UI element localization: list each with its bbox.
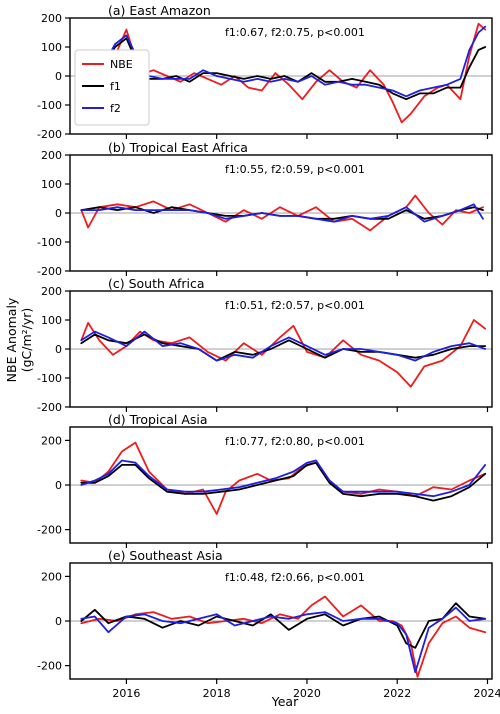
- panel-title: (a) East Amazon: [108, 3, 211, 18]
- y-tick-label: 200: [41, 434, 62, 447]
- y-tick-label: -100: [37, 99, 62, 112]
- panels-layer: -200 -100 0 100 200 (a) East Amazon f1:0.67, f…: [37, 3, 500, 700]
- legend: NBE f1 f2: [74, 49, 150, 126]
- panel-2: -200 -100 0 100 200 (b) Tropical East Africa f…: [37, 140, 493, 278]
- series-line-nbe: [80, 194, 484, 232]
- legend-label-nbe: NBE: [110, 58, 133, 71]
- panel-stats: f1:0.55, f2:0.59, p<0.001: [225, 163, 365, 176]
- y-tick-label: -200: [37, 265, 62, 278]
- panel-stats: f1:0.67, f2:0.75, p<0.001: [225, 26, 365, 39]
- y-tick-label: 0: [55, 343, 62, 356]
- panel-5: -200 0 200 2016 2018 2020 2022 2024 (e) Southeas…: [37, 548, 500, 700]
- x-tick-label: 2020: [293, 687, 321, 700]
- legend-label-f1: f1: [110, 80, 121, 93]
- x-tick-label: 2024: [473, 687, 500, 700]
- y-tick-label: -200: [37, 128, 62, 141]
- series-line-f1: [80, 461, 487, 502]
- panel-1: -200 -100 0 100 200 (a) East Amazon f1:0.67, f…: [37, 3, 493, 141]
- x-axis-label: Year: [271, 694, 299, 709]
- y-tick-label: 100: [41, 314, 62, 327]
- panel-title: (c) South Africa: [108, 276, 205, 291]
- panel-title: (d) Tropical Asia: [108, 412, 208, 427]
- legend-box: [74, 49, 150, 126]
- panel-stats: f1:0.77, f2:0.80, p<0.001: [225, 435, 365, 448]
- y-tick-label: 100: [41, 178, 62, 191]
- legend-label-f2: f2: [110, 102, 121, 115]
- y-tick-label: 200: [41, 570, 62, 583]
- y-tick-label: 0: [55, 207, 62, 220]
- y-tick-label: 200: [41, 149, 62, 162]
- y-tick-label: 0: [55, 70, 62, 83]
- y-tick-label: 0: [55, 479, 62, 492]
- series-line-nbe: [80, 319, 487, 388]
- y-tick-label: 200: [41, 285, 62, 298]
- panel-title: (e) Southeast Asia: [108, 548, 223, 563]
- panel-stats: f1:0.51, f2:0.57, p<0.001: [225, 299, 365, 312]
- series-line-f2: [80, 330, 487, 362]
- panel-title: (b) Tropical East Africa: [108, 140, 248, 155]
- y-tick-label: 0: [55, 615, 62, 628]
- y-tick-label: -100: [37, 236, 62, 249]
- series-line-f2: [80, 203, 484, 223]
- y-tick-label: 200: [41, 12, 62, 25]
- y-tick-label: -200: [37, 660, 62, 673]
- x-tick-label: 2016: [112, 687, 140, 700]
- series-line-f2: [80, 459, 487, 498]
- panel-stats: f1:0.48, f2:0.66, p<0.001: [225, 571, 365, 584]
- x-tick-label: 2022: [383, 687, 411, 700]
- series-line-f1: [80, 602, 487, 649]
- y-tick-label: 100: [41, 41, 62, 54]
- y-tick-label: -200: [37, 401, 62, 414]
- series-line-f1: [80, 333, 487, 362]
- series-line-f2: [80, 606, 487, 674]
- panel-4: -200 0 200 (d) Tropical Asia f1:0.77, f2:0.8…: [37, 412, 493, 548]
- y-axis-label-line2: (gC/m²/yr): [19, 308, 34, 373]
- panel-3: -200 -100 0 100 200 (c) South Africa f1:0.51, …: [37, 276, 493, 414]
- y-tick-label: -100: [37, 372, 62, 385]
- y-tick-label: -200: [37, 524, 62, 537]
- x-tick-label: 2018: [203, 687, 231, 700]
- series-line-nbe: [80, 595, 487, 678]
- y-axis-label-line1: NBE Anomaly: [4, 297, 19, 382]
